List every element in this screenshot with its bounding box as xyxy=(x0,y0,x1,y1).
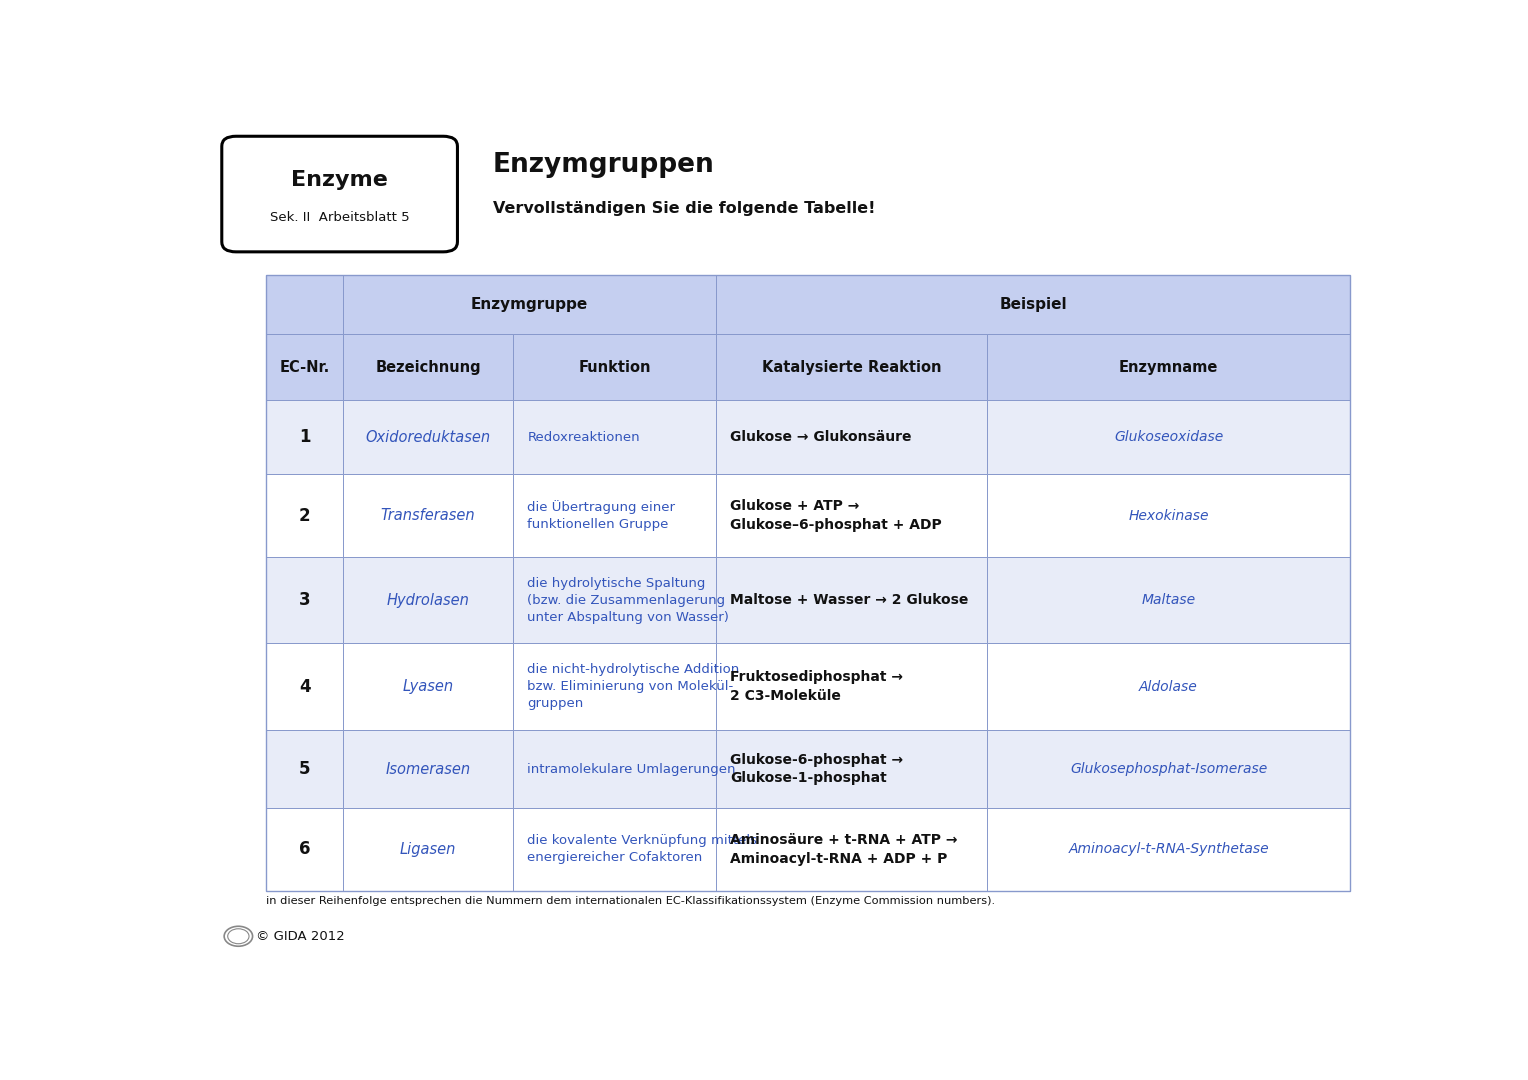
Bar xyxy=(717,474,987,557)
Text: Glukoseoxidase: Glukoseoxidase xyxy=(1114,431,1224,445)
Text: Isomerasen: Isomerasen xyxy=(385,761,471,777)
Text: Hydrolasen: Hydrolasen xyxy=(387,593,469,608)
Text: die hydrolytische Spaltung
(bzw. die Zusammenlagerung
unter Abspaltung von Wasse: die hydrolytische Spaltung (bzw. die Zus… xyxy=(527,577,729,623)
Text: die kovalente Verknüpfung mittels
energiereicher Cofaktoren: die kovalente Verknüpfung mittels energi… xyxy=(527,835,758,864)
Text: 5: 5 xyxy=(299,760,310,778)
FancyBboxPatch shape xyxy=(222,136,457,252)
Bar xyxy=(717,275,1349,335)
Text: Bezeichnung: Bezeichnung xyxy=(376,360,481,375)
Text: Maltose + Wasser → 2 Glukose: Maltose + Wasser → 2 Glukose xyxy=(730,593,969,607)
Text: Glukose → Glukonsäure: Glukose → Glukonsäure xyxy=(730,431,912,445)
Bar xyxy=(513,401,717,474)
Text: Transferasen: Transferasen xyxy=(380,509,475,523)
Bar xyxy=(266,644,344,730)
Text: Beispiel: Beispiel xyxy=(999,297,1067,312)
Text: Hexokinase: Hexokinase xyxy=(1128,509,1209,523)
Text: 2: 2 xyxy=(299,507,310,525)
Text: 6: 6 xyxy=(299,840,310,859)
Bar xyxy=(344,644,513,730)
Bar xyxy=(513,808,717,891)
Bar xyxy=(344,275,717,335)
Bar xyxy=(717,644,987,730)
Bar xyxy=(987,474,1349,557)
Text: Aminoacyl-t-RNA-Synthetase: Aminoacyl-t-RNA-Synthetase xyxy=(1068,842,1268,856)
Bar xyxy=(344,401,513,474)
Text: Katalysierte Reaktion: Katalysierte Reaktion xyxy=(762,360,941,375)
Bar xyxy=(987,808,1349,891)
Text: Ligasen: Ligasen xyxy=(400,841,457,856)
Text: 4: 4 xyxy=(299,677,310,696)
Bar xyxy=(266,275,344,335)
Bar xyxy=(987,335,1349,401)
Text: © GIDA 2012: © GIDA 2012 xyxy=(257,930,345,943)
Bar xyxy=(513,730,717,808)
Text: intramolekulare Umlagerungen: intramolekulare Umlagerungen xyxy=(527,762,736,775)
Bar xyxy=(717,557,987,644)
Text: in dieser Reihenfolge entsprechen die Nummern dem internationalen EC-Klassifikat: in dieser Reihenfolge entsprechen die Nu… xyxy=(266,896,995,906)
Bar xyxy=(266,401,344,474)
Bar xyxy=(513,644,717,730)
Bar xyxy=(717,730,987,808)
Text: 3: 3 xyxy=(299,591,310,609)
Bar xyxy=(987,401,1349,474)
Text: Enzymgruppen: Enzymgruppen xyxy=(494,151,715,177)
Text: Lyasen: Lyasen xyxy=(402,679,454,694)
Bar xyxy=(266,474,344,557)
Bar xyxy=(987,644,1349,730)
Bar xyxy=(266,557,344,644)
Text: Vervollständigen Sie die folgende Tabelle!: Vervollständigen Sie die folgende Tabell… xyxy=(494,201,876,216)
Bar xyxy=(513,335,717,401)
Bar xyxy=(987,730,1349,808)
Bar xyxy=(266,275,1349,891)
Text: Aldolase: Aldolase xyxy=(1140,679,1198,693)
Bar xyxy=(513,474,717,557)
Text: die Übertragung einer
funktionellen Gruppe: die Übertragung einer funktionellen Grup… xyxy=(527,500,675,531)
Bar xyxy=(717,808,987,891)
Text: 1: 1 xyxy=(299,429,310,446)
Text: Aminosäure + t-RNA + ATP →
Aminoacyl-t-RNA + ADP + P: Aminosäure + t-RNA + ATP → Aminoacyl-t-R… xyxy=(730,833,958,865)
Bar xyxy=(266,808,344,891)
Text: Oxidoreduktasen: Oxidoreduktasen xyxy=(365,430,490,445)
Text: die nicht-hydrolytische Addition
bzw. Eliminierung von Molekül-
gruppen: die nicht-hydrolytische Addition bzw. El… xyxy=(527,663,740,711)
Text: Maltase: Maltase xyxy=(1141,593,1195,607)
Text: Funktion: Funktion xyxy=(579,360,651,375)
Bar xyxy=(344,335,513,401)
Text: Fruktosediphosphat →
2 C3-Moleküle: Fruktosediphosphat → 2 C3-Moleküle xyxy=(730,671,903,703)
Text: Glukosephosphat-Isomerase: Glukosephosphat-Isomerase xyxy=(1070,762,1267,777)
Bar xyxy=(344,730,513,808)
Bar xyxy=(987,557,1349,644)
Bar xyxy=(513,557,717,644)
Text: Enzymgruppe: Enzymgruppe xyxy=(471,297,588,312)
Text: Enzymname: Enzymname xyxy=(1118,360,1218,375)
Bar xyxy=(344,474,513,557)
Bar xyxy=(344,557,513,644)
Text: EC-Nr.: EC-Nr. xyxy=(280,360,330,375)
Text: Sek. II  Arbeitsblatt 5: Sek. II Arbeitsblatt 5 xyxy=(270,211,410,224)
Bar xyxy=(266,730,344,808)
Bar xyxy=(266,335,344,401)
Bar xyxy=(717,335,987,401)
Text: Glukose + ATP →
Glukose–6-phosphat + ADP: Glukose + ATP → Glukose–6-phosphat + ADP xyxy=(730,499,943,531)
Text: Glukose-6-phosphat →
Glukose-1-phosphat: Glukose-6-phosphat → Glukose-1-phosphat xyxy=(730,753,903,785)
Bar xyxy=(717,401,987,474)
Text: Enzyme: Enzyme xyxy=(292,170,388,190)
Bar xyxy=(344,808,513,891)
Text: Redoxreaktionen: Redoxreaktionen xyxy=(527,431,640,444)
